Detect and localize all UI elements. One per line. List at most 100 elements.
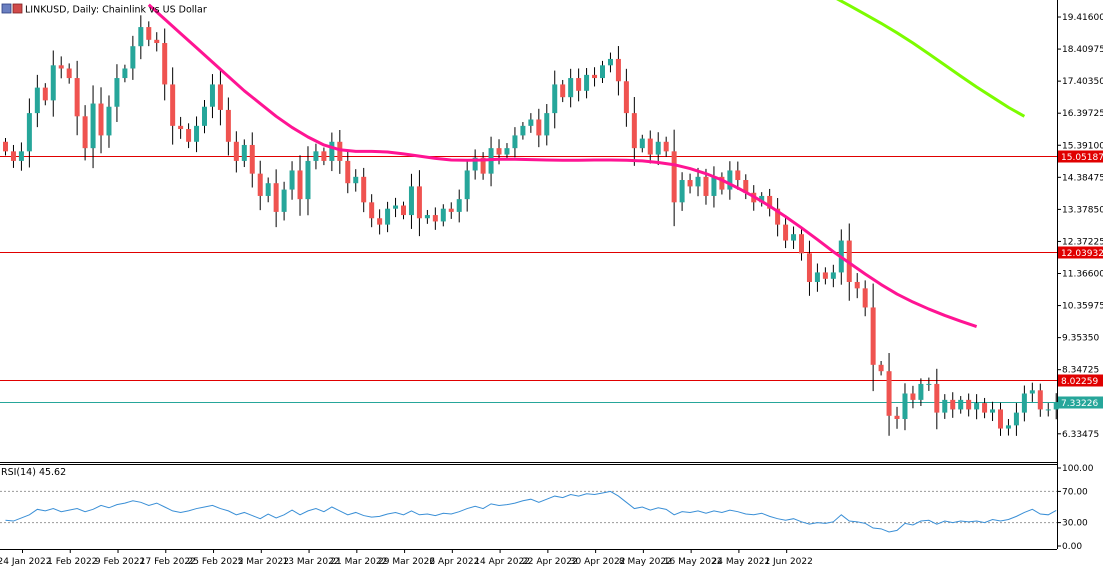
candle: [1045, 403, 1051, 417]
bear-candle-body: [950, 399, 956, 410]
bear-candle-body: [10, 151, 16, 161]
price-tick-label: 16.39725: [1062, 109, 1103, 119]
bull-candle-body: [50, 65, 56, 101]
candle: [1037, 383, 1043, 417]
bear-candle-body: [154, 39, 160, 44]
bear-candle-body: [432, 215, 438, 222]
bear-candle-body: [767, 195, 773, 209]
time-tick-label: 17 Feb 2022: [140, 557, 196, 567]
candle: [305, 146, 311, 216]
candle: [727, 161, 733, 200]
candle: [607, 52, 613, 73]
bear-candle-body: [297, 170, 303, 200]
candle: [480, 152, 486, 180]
bull-candle-body: [209, 84, 215, 107]
bear-candle-body: [249, 144, 255, 174]
bull-candle-body: [791, 234, 797, 241]
candle: [448, 202, 454, 219]
bear-candle-body: [966, 399, 972, 410]
bear-candle-body: [822, 272, 828, 279]
bear-candle-body: [416, 186, 422, 219]
bull-candle-body: [639, 138, 645, 149]
candle: [799, 227, 804, 261]
candle: [647, 130, 653, 164]
bull-candle-body: [830, 272, 836, 279]
bull-candle-body: [353, 176, 359, 184]
rsi-panel: 100.00 70.00 30.00 0.00: [0, 464, 1094, 552]
candle: [910, 385, 916, 409]
candle: [114, 64, 120, 122]
candle: [377, 209, 383, 235]
candle: [289, 161, 295, 200]
price-tick-label: 19.41600: [1062, 13, 1103, 23]
price-tick-label: 10.35975: [1062, 302, 1103, 312]
candle: [146, 21, 152, 47]
candle: [520, 122, 526, 140]
time-tick-label: 6 Apr 2022: [429, 557, 479, 567]
candle: [154, 32, 160, 52]
candle: [416, 170, 422, 237]
time-tick-label: 16 May 2022: [664, 557, 723, 567]
bull-candle-body: [902, 393, 908, 419]
bull-candle-body: [122, 68, 128, 79]
bear-candle-body: [775, 208, 781, 225]
candle: [321, 147, 327, 166]
candlesticks: [3, 15, 1059, 436]
bear-candle-body: [703, 176, 709, 196]
candle: [249, 132, 255, 188]
bear-candle-body: [671, 151, 677, 203]
candle: [544, 104, 550, 146]
candle: [783, 217, 789, 249]
bull-candle-body: [1029, 390, 1035, 394]
bear-candle-body: [58, 65, 64, 69]
bear-candle-body: [982, 403, 988, 413]
candle: [42, 83, 48, 106]
time-tick-label: 5 Mar 2022: [238, 557, 289, 567]
candle: [464, 159, 470, 212]
bear-candle-body: [146, 27, 152, 40]
rsi-tick-label: 100.00: [1062, 464, 1094, 474]
chart-type-icon[interactable]: [1, 3, 12, 14]
candle: [576, 68, 582, 102]
bull-candle-body: [313, 151, 319, 161]
candle: [369, 194, 375, 228]
bull-candle-body: [1021, 393, 1027, 413]
rsi-tick-label: 70.00: [1062, 487, 1088, 497]
candle: [775, 198, 781, 237]
level-tag-label: 15.05187: [1061, 153, 1103, 163]
candle: [345, 151, 351, 194]
bull-candle-body: [329, 141, 335, 161]
bear-candle-body: [806, 253, 812, 282]
candle: [584, 68, 590, 99]
bear-candle-body: [735, 170, 741, 181]
candle: [639, 134, 645, 153]
candle: [162, 28, 168, 101]
candle: [178, 116, 184, 139]
candle: [926, 377, 932, 391]
bull-candle-body: [1053, 402, 1059, 410]
time-tick-label: 29 Mar 2022: [378, 557, 435, 567]
bear-candle-body: [998, 409, 1003, 429]
level-tag: [1058, 374, 1103, 387]
candle: [966, 393, 972, 417]
bull-candle-body: [990, 409, 996, 413]
candle: [504, 143, 510, 161]
candle: [631, 97, 637, 166]
bear-candle-body: [536, 119, 542, 136]
bull-candle-body: [18, 151, 24, 161]
bull-candle-body: [711, 176, 717, 196]
candle: [687, 173, 693, 194]
bear-candle-body: [225, 109, 231, 142]
time-tick-label: 22 Apr 2022: [522, 557, 578, 567]
candle: [998, 402, 1003, 436]
candle: [66, 63, 72, 84]
time-tick-label: 13 Mar 2022: [283, 557, 340, 567]
candle: [663, 136, 669, 157]
current-price-tag: [1058, 396, 1103, 409]
bull-candle-body: [114, 78, 120, 107]
candle: [313, 143, 319, 170]
bear-candle-body: [934, 383, 940, 413]
current-price-tag-label: 7.33226: [1061, 399, 1098, 409]
candle: [106, 95, 112, 148]
chart-flag-icon[interactable]: [12, 3, 23, 14]
